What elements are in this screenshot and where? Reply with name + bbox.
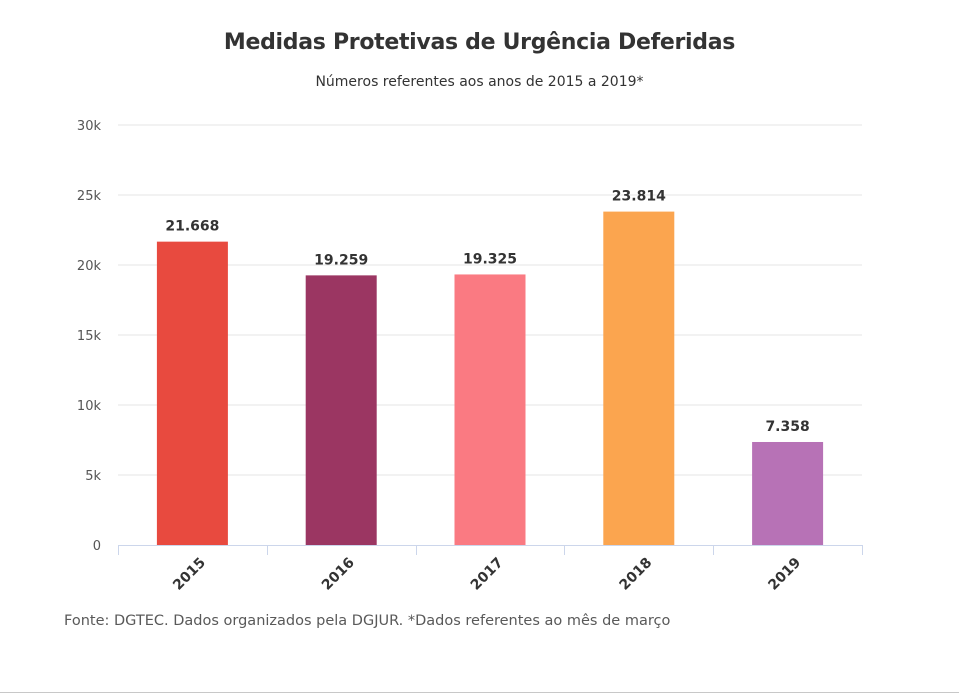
source-note: Fonte: DGTEC. Dados organizados pela DGJ…	[64, 613, 671, 629]
x-tick-label: 2018	[617, 555, 656, 594]
y-tick-label: 25k	[77, 189, 102, 204]
x-tick-label: 2015	[170, 555, 209, 594]
bar-2019	[752, 441, 824, 545]
bar-chart: 0 5k 10k 15k 20k 25k 30k 21.668 2015 19.259 2016 19…	[77, 119, 863, 594]
data-label: 19.259	[314, 252, 368, 268]
bar-2015	[156, 241, 228, 545]
chart-title: Medidas Protetivas de Urgência Deferidas	[223, 30, 736, 55]
y-tick-label: 20k	[77, 259, 102, 274]
y-tick-label: 5k	[85, 469, 101, 484]
x-tick-label: 2016	[319, 555, 358, 594]
chart-subtitle: Números referentes aos anos de 2015 a 20…	[315, 74, 644, 90]
x-tick-label: 2019	[765, 555, 804, 594]
y-tick-label: 15k	[77, 329, 102, 344]
y-tick-label: 10k	[77, 399, 102, 414]
bar-2018	[603, 211, 675, 545]
data-label: 21.668	[165, 219, 219, 235]
data-label: 23.814	[612, 189, 666, 205]
bar-2017	[454, 274, 526, 545]
bar-2016	[305, 275, 377, 545]
x-tick-label: 2017	[468, 555, 507, 594]
data-label: 7.358	[765, 419, 809, 435]
data-label: 19.325	[463, 251, 517, 267]
y-tick-label: 30k	[77, 119, 102, 134]
y-tick-label: 0	[93, 539, 101, 554]
bottom-divider	[0, 692, 959, 693]
